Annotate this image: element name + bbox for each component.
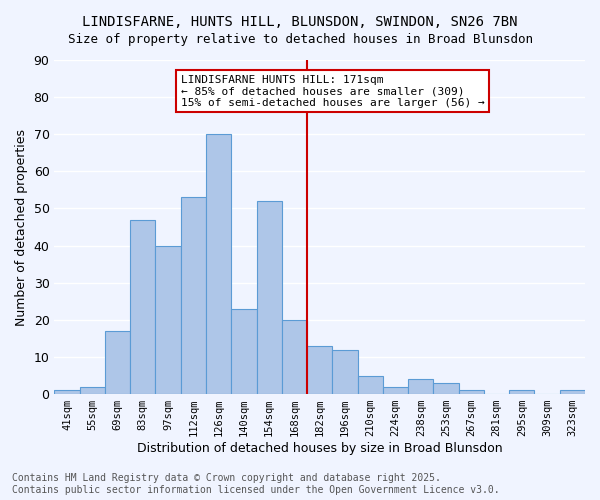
Bar [181,198,206,394]
Bar [358,376,383,394]
Text: Contains HM Land Registry data © Crown copyright and database right 2025.
Contai: Contains HM Land Registry data © Crown c… [12,474,500,495]
Y-axis label: Number of detached properties: Number of detached properties [15,128,28,326]
Bar [307,346,332,394]
Bar [560,390,585,394]
X-axis label: Distribution of detached houses by size in Broad Blunsdon: Distribution of detached houses by size … [137,442,503,455]
Bar [55,390,80,394]
Bar [206,134,231,394]
Bar [80,386,105,394]
Text: Size of property relative to detached houses in Broad Blunsdon: Size of property relative to detached ho… [67,32,533,46]
Bar [383,386,408,394]
Bar [155,246,181,394]
Bar [282,320,307,394]
Text: LINDISFARNE HUNTS HILL: 171sqm
← 85% of detached houses are smaller (309)
15% of: LINDISFARNE HUNTS HILL: 171sqm ← 85% of … [181,75,484,108]
Bar [433,383,458,394]
Bar [105,331,130,394]
Bar [408,379,433,394]
Bar [231,308,257,394]
Bar [458,390,484,394]
Bar [509,390,535,394]
Text: LINDISFARNE, HUNTS HILL, BLUNSDON, SWINDON, SN26 7BN: LINDISFARNE, HUNTS HILL, BLUNSDON, SWIND… [82,15,518,29]
Bar [257,201,282,394]
Bar [130,220,155,394]
Bar [332,350,358,394]
